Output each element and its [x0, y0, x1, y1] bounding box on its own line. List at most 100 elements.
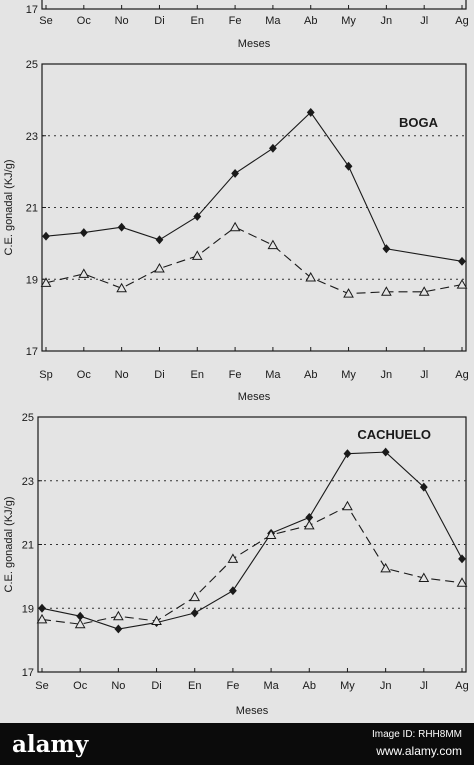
plot-frame — [37, 416, 467, 673]
x-tick-label: No — [115, 15, 129, 27]
y-axis-label: C.E. gonadal (KJ/g) — [3, 160, 15, 256]
x-tick-label: Di — [154, 369, 164, 381]
x-tick-label: En — [191, 15, 204, 27]
panel-title: BOGA — [399, 115, 439, 130]
x-tick-label: Ag — [455, 369, 468, 381]
data-point-triangle — [456, 577, 468, 587]
x-tick-label: My — [341, 369, 356, 381]
data-point-triangle — [113, 610, 124, 621]
plot-frame — [41, 0, 467, 10]
x-tick-label: Ag — [455, 680, 468, 692]
x-tick-label: No — [115, 369, 129, 381]
data-point-triangle — [116, 282, 127, 293]
data-point-diamond — [343, 449, 352, 459]
watermark-url: www.alamy.com — [376, 744, 462, 758]
y-tick-label: 19 — [26, 274, 38, 286]
data-point-triangle — [151, 615, 162, 625]
data-point-triangle — [303, 519, 315, 530]
series-line-dashed — [41, 505, 463, 625]
x-tick-label: Ma — [263, 680, 279, 692]
watermark-logo: alamy — [12, 731, 89, 758]
y-tick-label: 21 — [26, 203, 38, 215]
x-tick-label: Oc — [77, 369, 92, 381]
y-tick-label: 17 — [22, 667, 34, 679]
x-tick-label: Se — [39, 15, 52, 27]
data-point-triangle — [154, 262, 165, 273]
x-tick-label: Fe — [229, 15, 242, 27]
data-point-triangle — [418, 286, 430, 296]
y-tick-label: 21 — [22, 540, 34, 552]
series-line-dashed — [45, 226, 463, 295]
data-point-diamond — [193, 212, 202, 221]
y-tick-label: 25 — [22, 412, 34, 424]
x-tick-label: En — [191, 369, 204, 381]
x-axis-label: Meses — [238, 391, 271, 403]
data-point-diamond — [231, 168, 239, 178]
data-point-triangle — [191, 250, 203, 260]
x-tick-label: Ab — [304, 369, 317, 381]
x-tick-label: Fe — [229, 369, 242, 381]
x-tick-label: Fe — [226, 680, 239, 692]
x-tick-label: Se — [35, 680, 48, 692]
x-tick-label: No — [111, 680, 125, 692]
data-point-triangle — [227, 553, 239, 563]
x-tick-label: Jn — [381, 369, 393, 381]
data-point-diamond — [344, 161, 353, 171]
data-point-triangle — [305, 271, 317, 282]
x-tick-label: My — [340, 680, 355, 692]
y-axis-label: C.E. gonadal (KJ/g) — [3, 497, 15, 593]
y-tick-label: 23 — [26, 131, 38, 143]
y-tick-label: 19 — [22, 603, 34, 615]
x-tick-label: Sp — [39, 369, 52, 381]
data-point-triangle — [267, 239, 279, 250]
x-tick-label: Ab — [304, 15, 317, 27]
data-point-diamond — [269, 143, 277, 153]
x-tick-label: Jn — [381, 15, 393, 27]
data-point-diamond — [155, 235, 164, 245]
x-tick-label: Di — [151, 680, 161, 692]
x-tick-label: Ab — [303, 680, 316, 692]
data-point-diamond — [306, 107, 315, 117]
y-tick-label: 23 — [22, 476, 34, 488]
x-tick-label: Jn — [380, 680, 392, 692]
data-point-triangle — [229, 221, 241, 232]
y-tick-label: 17 — [26, 346, 38, 358]
x-axis-label: Meses — [236, 705, 269, 717]
data-point-diamond — [458, 256, 466, 266]
data-point-triangle — [380, 562, 391, 573]
data-point-diamond — [381, 447, 390, 457]
x-axis-label: Meses — [238, 38, 271, 50]
panel-cachuelo: 17 19 21 23 25 Se Oc No Di En Fe Ma Ab My Jn Jl Ag Meses C… — [3, 412, 469, 717]
data-point-triangle — [36, 613, 48, 624]
data-point-diamond — [190, 608, 199, 618]
x-tick-label: Jl — [420, 15, 428, 27]
data-point-triangle — [265, 529, 277, 539]
x-tick-label: Oc — [73, 680, 88, 692]
x-tick-label: Jl — [420, 680, 428, 692]
data-point-triangle — [74, 618, 86, 629]
panel-boga: 17 19 21 23 25 Sp Oc No Di En Fe Ma Ab My Jn Jl Ag Meses C… — [3, 59, 469, 403]
data-point-triangle — [40, 277, 52, 287]
data-point-diamond — [117, 222, 126, 232]
y-tick-label: 25 — [26, 59, 38, 71]
data-point-triangle — [418, 572, 430, 582]
data-point-diamond — [229, 586, 237, 596]
series-line-solid — [41, 451, 463, 630]
x-tick-label: Ma — [265, 15, 281, 27]
y-tick-label: 17 — [26, 4, 38, 16]
panel-title: CACHUELO — [357, 427, 431, 442]
data-point-triangle — [381, 286, 392, 296]
x-tick-label: Jl — [420, 369, 428, 381]
data-point-triangle — [78, 268, 90, 278]
x-tick-label: Oc — [77, 15, 92, 27]
data-point-triangle — [342, 500, 353, 511]
watermark-text: Image ID: RHH8MM www.alamy.com — [372, 727, 462, 759]
x-tick-label: My — [341, 15, 356, 27]
data-point-diamond — [42, 231, 50, 241]
watermark-image-id: Image ID: RHH8MM — [371, 729, 462, 740]
x-tick-label: En — [188, 680, 201, 692]
data-point-diamond — [79, 228, 88, 238]
series-line-solid — [45, 111, 463, 262]
